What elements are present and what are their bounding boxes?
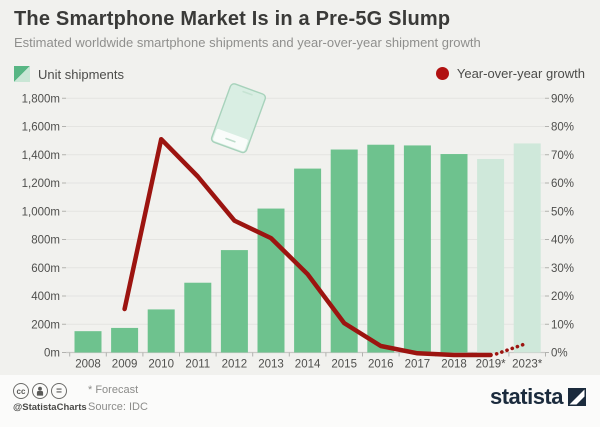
bar-2012 [220, 250, 248, 353]
x-label-2011: 2011 [185, 359, 210, 371]
license-block: cc = @StatistaCharts [13, 383, 87, 413]
cc-icon: cc [13, 383, 29, 399]
legend-bars-label: Unit shipments [38, 66, 124, 82]
x-label-2016: 2016 [368, 359, 394, 371]
statista-brand: statista [490, 384, 586, 410]
y-right-label: 80% [551, 122, 574, 134]
bar-2016 [367, 144, 395, 353]
y-right-label: 90% [551, 93, 574, 105]
y-right-label: 10% [551, 319, 574, 331]
x-label-2014: 2014 [295, 359, 321, 371]
cc-license-icons: cc = [13, 383, 87, 399]
y-left-label: 1,400m [22, 150, 60, 162]
x-label-2012: 2012 [222, 359, 248, 371]
red-dot-icon [435, 67, 449, 80]
bar-2017 [403, 145, 431, 353]
legend-yoy-growth: Year-over-year growth [435, 66, 585, 81]
combo-chart-plot: 1,800m 90% 1,600m 80% 1,400m 70% 1,200m 60% 1,00… [22, 83, 574, 371]
y-right-label: 30% [551, 263, 574, 275]
page-title: The Smartphone Market Is in a Pre-5G Slu… [14, 8, 451, 30]
chart-area: The Smartphone Market Is in a Pre-5G Slu… [14, 8, 585, 371]
y-left-label: 1,600m [22, 122, 60, 134]
legend-line-label: Year-over-year growth [456, 66, 585, 81]
x-label-2017: 2017 [405, 359, 431, 371]
growth-line-forecast-dotted [494, 341, 530, 356]
y-left-label: 400m [31, 291, 60, 303]
equals-glyph: = [56, 385, 62, 397]
bar-2009 [111, 327, 139, 353]
y-left-label: 1,800m [22, 93, 60, 105]
y-right-label: 40% [551, 235, 574, 247]
legend-unit-shipments: Unit shipments [14, 66, 124, 82]
x-label-2018: 2018 [441, 359, 467, 371]
y-right-label: 50% [551, 206, 574, 218]
forecast-note: * Forecast [88, 384, 139, 396]
bar-2010 [147, 309, 175, 353]
y-left-label: 600m [31, 263, 60, 275]
smartphone-icon [210, 83, 267, 154]
x-label-2019*: 2019* [476, 359, 507, 371]
y-left-label: 1,000m [22, 206, 60, 218]
bar-2018 [440, 154, 468, 353]
bar-2015 [330, 149, 358, 353]
y-right-label: 70% [551, 150, 574, 162]
source-label: Source: IDC [88, 401, 148, 413]
x-label-2013: 2013 [258, 359, 284, 371]
y-left-label: 800m [31, 235, 60, 247]
source-block: * Forecast Source: IDC [88, 382, 148, 416]
bar-2023* [513, 143, 541, 353]
bar-2011 [184, 282, 212, 353]
person-icon [36, 386, 44, 396]
footer: cc = @StatistaCharts * Forecast Source: … [0, 375, 600, 427]
x-label-2023*: 2023* [512, 359, 543, 371]
bar-2014 [294, 168, 322, 353]
x-label-2008: 2008 [75, 359, 101, 371]
page-subtitle: Estimated worldwide smartphone shipments… [14, 35, 481, 50]
y-left-label: 0m [44, 348, 60, 360]
statista-charts-handle: @StatistaCharts [13, 402, 87, 413]
statista-logo-icon [568, 388, 586, 406]
growth-line [122, 136, 493, 358]
x-label-2010: 2010 [148, 359, 174, 371]
x-label-2009: 2009 [112, 359, 138, 371]
cc-glyph: cc [16, 386, 26, 396]
y-right-label: 0% [551, 348, 568, 360]
cc-by-person-icon [32, 383, 48, 399]
y-right-label: 60% [551, 178, 574, 190]
statista-wordmark: statista [489, 384, 564, 409]
y-left-label: 200m [31, 319, 60, 331]
bar-2008 [74, 331, 102, 353]
x-label-2015: 2015 [331, 359, 357, 371]
bar-swatch-icon [14, 66, 30, 82]
bar-2019* [477, 158, 505, 353]
cc-nd-icon: = [51, 383, 67, 399]
y-right-label: 20% [551, 291, 574, 303]
bar-2013 [257, 208, 285, 353]
y-left-label: 1,200m [22, 178, 60, 190]
